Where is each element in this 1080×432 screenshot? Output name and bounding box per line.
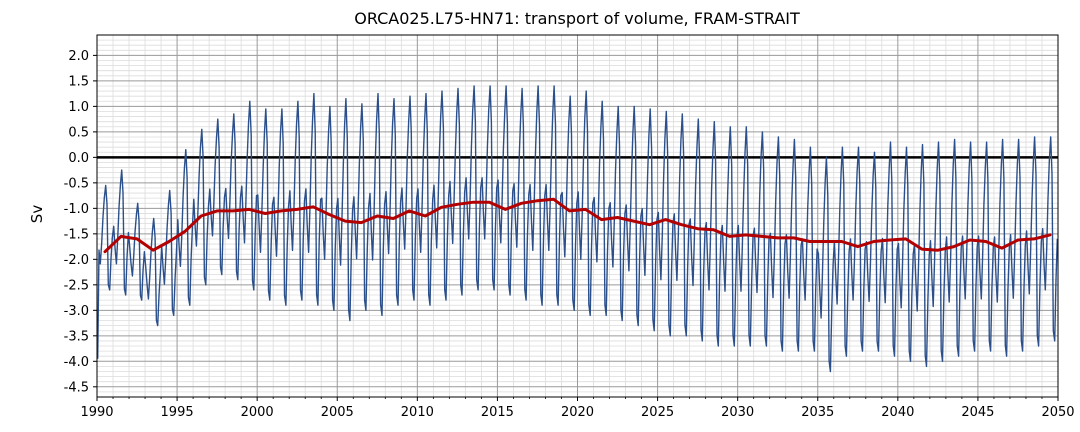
- x-tick-label: 2020: [561, 405, 594, 420]
- x-tick-label: 2015: [481, 405, 514, 420]
- y-tick-label: 2.0: [68, 49, 89, 64]
- x-tick-label: 2005: [321, 405, 354, 420]
- x-tick-label: 2035: [801, 405, 834, 420]
- annual-mean-series: [103, 197, 1052, 254]
- x-tick-label: 2010: [401, 405, 434, 420]
- x-tick-label: 2000: [241, 405, 274, 420]
- y-tick-label: -1.0: [64, 202, 89, 217]
- x-tick-label: 2045: [961, 405, 994, 420]
- y-tick-label: 1.5: [68, 74, 89, 89]
- y-tick-label: 1.0: [68, 100, 89, 115]
- annual-mean-line: [103, 197, 1052, 254]
- x-tick-label: 1995: [161, 405, 194, 420]
- monthly-series: [97, 85, 1058, 373]
- y-tick-label: -4.5: [64, 380, 89, 395]
- y-tick-label: 0.0: [68, 151, 89, 166]
- y-axis-ticks: 2.0 1.5 1.0 0.5 0.0 -0.5 -1.0 -1.5 -2.0 -2.5 -3.0 -…: [64, 49, 97, 395]
- y-tick-label: -0.5: [64, 176, 89, 191]
- chart-title: ORCA025.L75-HN71: transport of volume, F…: [354, 9, 800, 28]
- x-tick-label: 2030: [721, 405, 754, 420]
- y-tick-label: -4.0: [64, 355, 89, 370]
- y-tick-label: -2.0: [64, 253, 89, 268]
- x-axis-ticks: 1990 1995 2000 2005 2010 2015 2020 2025 2030 2035…: [80, 397, 1075, 420]
- y-tick-label: -2.5: [64, 278, 89, 293]
- y-tick-label: -3.5: [64, 329, 89, 344]
- x-tick-label: 2050: [1041, 405, 1074, 420]
- monthly-series-line: [97, 85, 1058, 373]
- y-tick-label: -1.5: [64, 227, 89, 242]
- y-tick-label: 0.5: [68, 125, 89, 140]
- x-tick-label: 2025: [641, 405, 674, 420]
- x-tick-label: 2040: [881, 405, 914, 420]
- y-axis-label: Sv: [28, 205, 46, 224]
- y-tick-label: -3.0: [64, 304, 89, 319]
- x-tick-label: 1990: [80, 405, 113, 420]
